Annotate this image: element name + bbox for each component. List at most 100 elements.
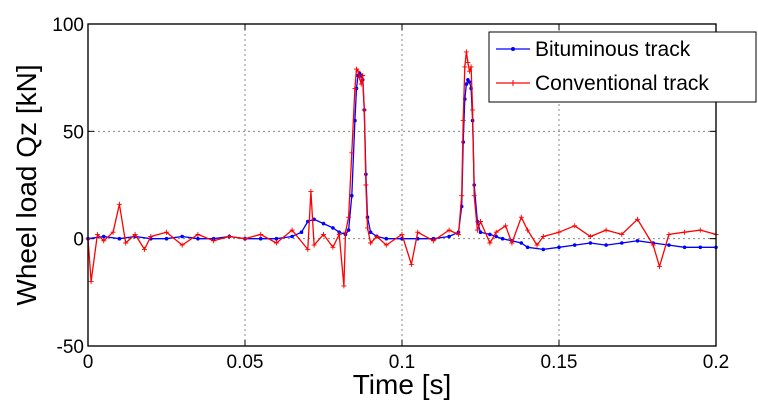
data-point: [343, 229, 348, 235]
data-point: [697, 227, 703, 233]
data-point: [365, 225, 370, 231]
data-point: [142, 246, 147, 252]
data-point: [698, 245, 703, 250]
data-point: [321, 221, 326, 226]
data-point: [110, 229, 116, 235]
data-point: [474, 227, 480, 233]
grid: [88, 24, 716, 346]
legend-label-conventional: Conventional track: [535, 72, 709, 95]
legend-label-bituminous: Bituminous track: [535, 38, 691, 61]
data-point: [446, 227, 452, 233]
data-point: [179, 242, 185, 248]
data-point: [305, 246, 311, 252]
data-point: [331, 226, 335, 230]
data-point: [541, 247, 546, 252]
x-tick-label: 0.2: [703, 352, 729, 373]
data-point: [349, 150, 355, 156]
data-point: [525, 245, 530, 250]
data-point: [493, 229, 499, 235]
data-point: [430, 238, 436, 244]
data-point: [456, 231, 461, 237]
data-point: [399, 231, 405, 237]
data-point: [572, 243, 577, 247]
legend: Bituminous track Conventional track: [488, 31, 757, 103]
data-point: [211, 238, 217, 244]
data-point: [572, 223, 578, 229]
data-point: [603, 227, 609, 233]
data-point: [468, 64, 474, 70]
data-point: [132, 231, 138, 237]
y-axis-title: Wheel load Qz [kN]: [11, 64, 42, 305]
data-point: [650, 242, 656, 248]
data-point: [361, 107, 367, 113]
y-tick-label: 0: [73, 230, 84, 251]
data-point: [500, 236, 505, 241]
data-point: [635, 239, 640, 243]
data-point: [273, 240, 279, 246]
data-point: [311, 242, 317, 248]
data-point: [667, 243, 671, 247]
legend-box: [488, 31, 757, 103]
data-point: [88, 279, 94, 285]
data-point: [308, 188, 314, 194]
data-point: [463, 49, 469, 55]
data-point: [101, 234, 106, 239]
data-point: [164, 236, 169, 241]
y-tick-label: 50: [63, 122, 84, 143]
data-point: [525, 227, 531, 233]
data-point: [471, 193, 477, 199]
data-point: [604, 243, 608, 247]
data-point: [465, 60, 471, 66]
x-tick-label: 0.15: [541, 352, 578, 373]
data-point: [467, 80, 472, 84]
data-point: [519, 241, 524, 245]
data-point: [242, 236, 248, 242]
data-point: [352, 85, 358, 91]
data-point: [164, 229, 169, 235]
data-point: [350, 193, 354, 198]
data-point: [360, 73, 366, 78]
data-point: [94, 231, 100, 237]
data-point: [274, 236, 279, 241]
x-axis-title: Time [s]: [353, 369, 452, 400]
data-point: [374, 234, 380, 239]
data-point: [321, 231, 326, 237]
data-point: [464, 82, 469, 86]
data-point: [290, 234, 294, 239]
data-point: [587, 234, 593, 239]
data-point: [682, 229, 688, 235]
data-point: [588, 241, 593, 245]
data-point: [117, 236, 122, 241]
data-point: [330, 244, 336, 250]
data-point: [556, 229, 562, 235]
data-point: [494, 234, 499, 239]
data-point: [635, 216, 640, 222]
data-point: [341, 283, 347, 289]
legend-marker-conventional: [510, 80, 516, 86]
x-tick-label: 0: [83, 352, 94, 373]
x-tick-label: 0.05: [227, 352, 264, 373]
data-point: [518, 214, 524, 220]
data-point: [116, 201, 122, 207]
data-point: [357, 75, 363, 81]
data-point: [258, 236, 263, 241]
data-point: [534, 242, 540, 248]
data-point: [196, 236, 200, 241]
data-point: [487, 240, 493, 246]
x-tick-label: 0.1: [389, 352, 415, 373]
data-point: [488, 232, 492, 237]
data-point: [657, 264, 662, 270]
data-point: [666, 231, 672, 237]
data-point: [415, 229, 421, 235]
data-point: [467, 68, 472, 74]
data-point: [478, 219, 483, 224]
data-point: [462, 64, 468, 70]
data-point: [540, 234, 546, 239]
data-point: [682, 245, 687, 250]
data-point: [368, 230, 373, 234]
legend-marker-bituminous: [511, 47, 515, 51]
data-point: [258, 231, 264, 237]
y-tick-label: 100: [52, 15, 84, 36]
data-point: [368, 240, 374, 246]
